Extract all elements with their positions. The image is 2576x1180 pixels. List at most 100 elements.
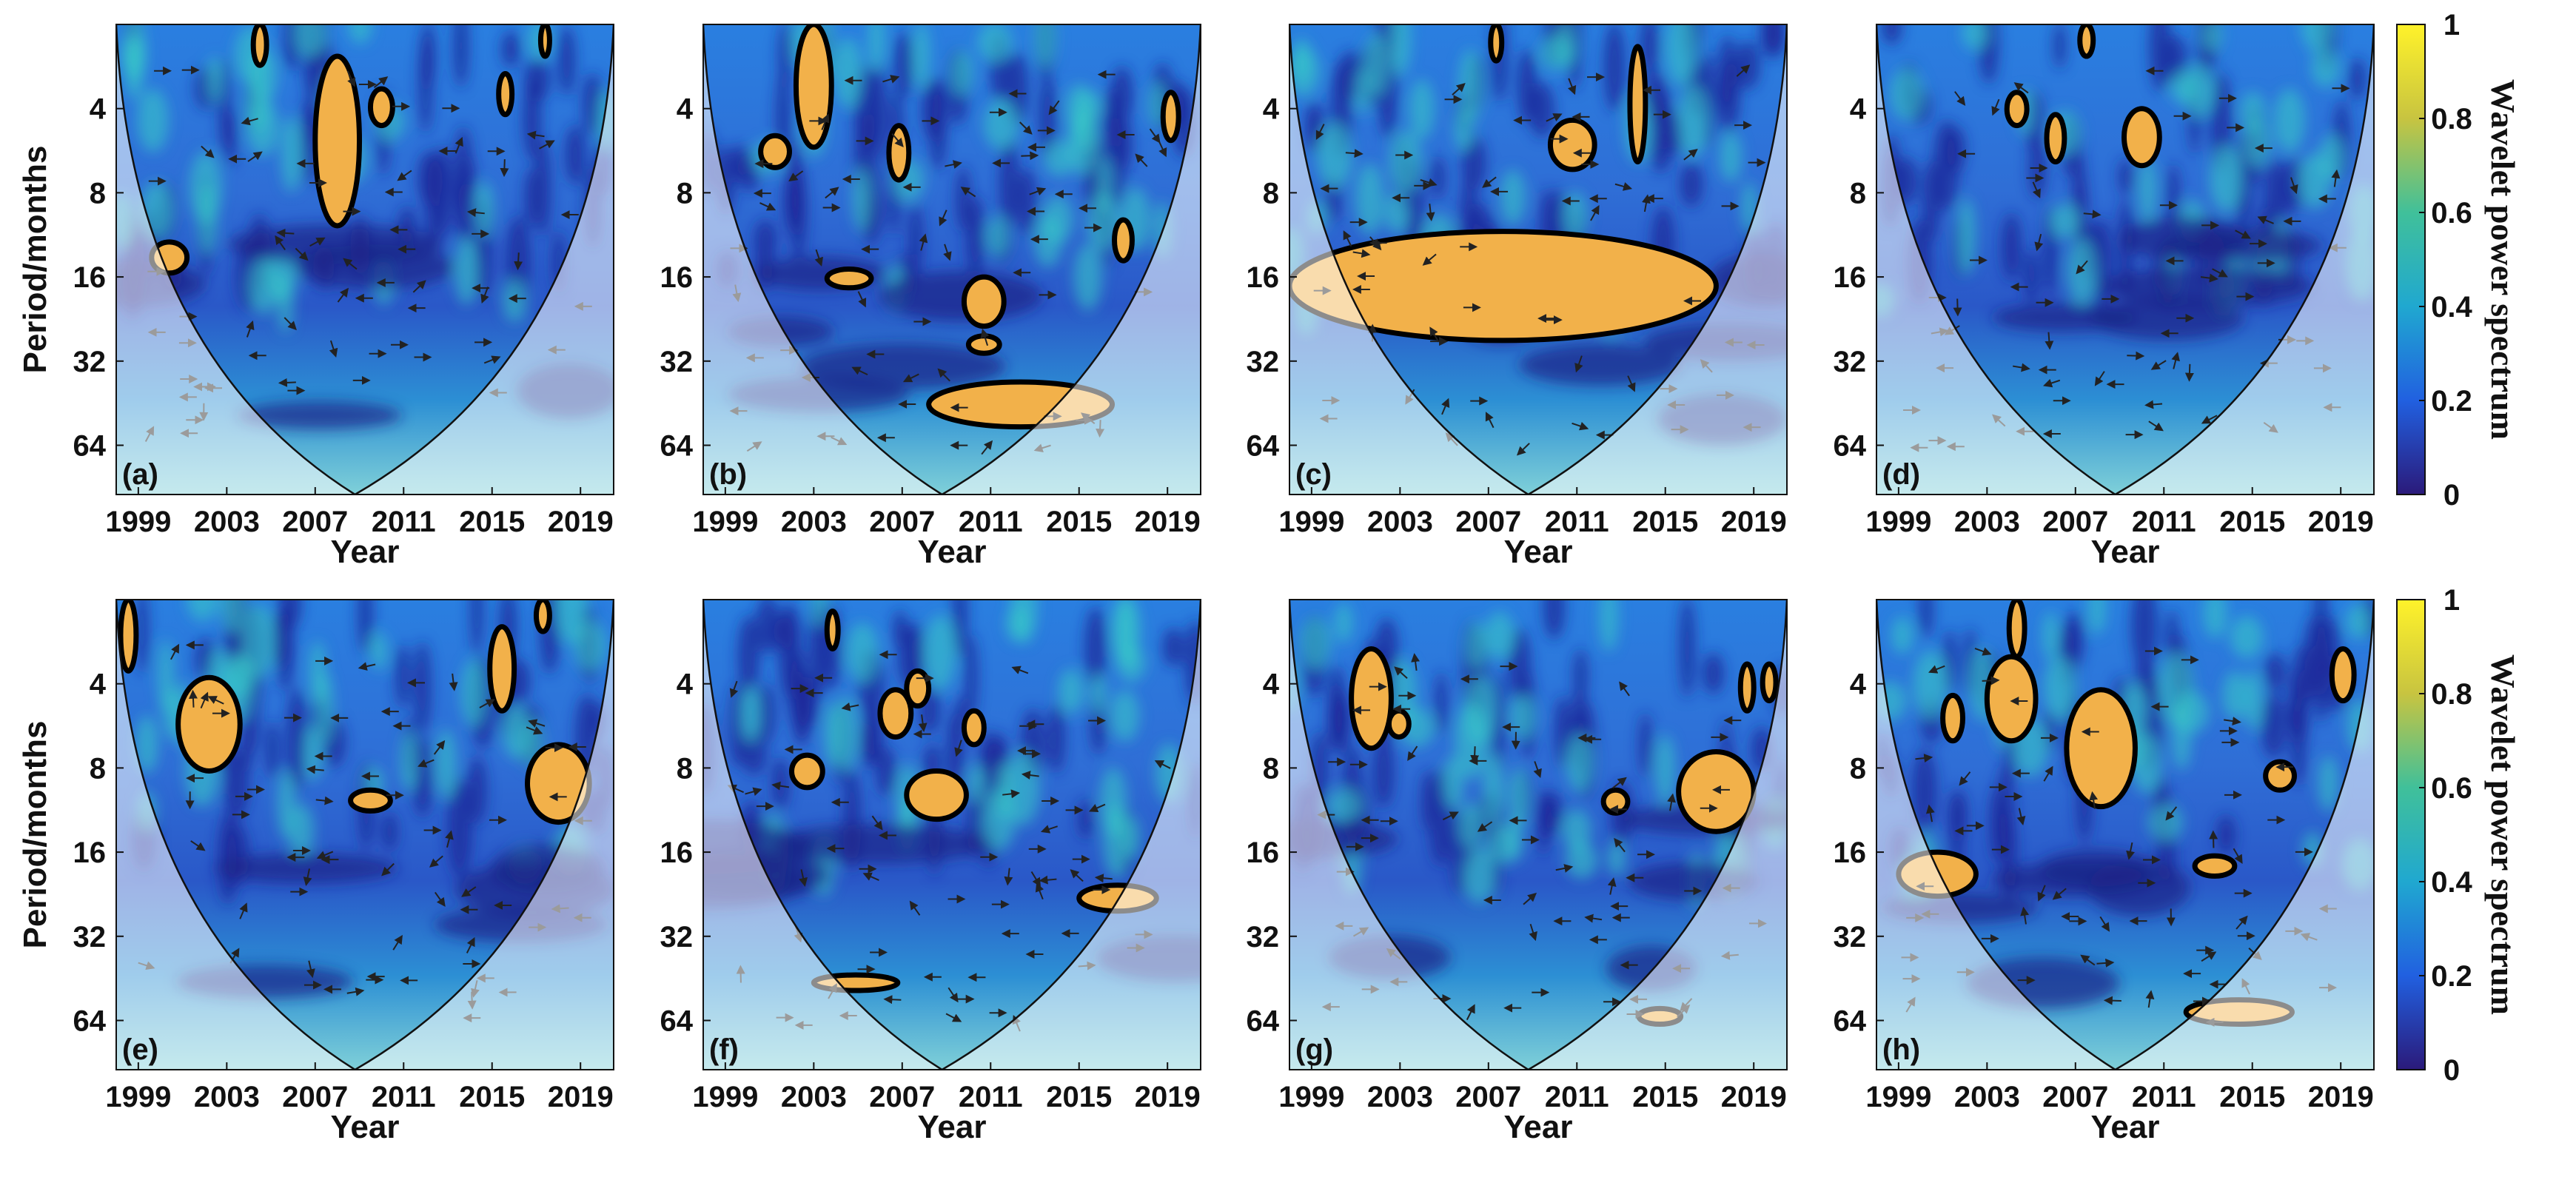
phase-arrow — [500, 159, 509, 178]
phase-arrow — [1683, 148, 1698, 161]
panel-label: (c) — [1295, 458, 1332, 491]
significant-region — [1984, 654, 2039, 744]
phase-arrow — [539, 140, 555, 150]
phase-arrow — [1407, 745, 1418, 762]
x-axis-title: Year — [331, 534, 400, 570]
low-power-streak — [1529, 82, 1555, 138]
phase-arrow — [1426, 204, 1435, 222]
x-tick-label: 2007 — [282, 506, 348, 538]
low-power-streak — [1761, 24, 1785, 54]
phase-arrow — [2233, 848, 2243, 864]
phase-arrow — [980, 328, 990, 346]
low-power-streak — [802, 677, 819, 727]
low-power-streak — [1702, 652, 1725, 694]
x-tick-label: 2015 — [459, 1081, 525, 1113]
mid-power-streak — [474, 181, 494, 238]
phase-arrow — [461, 886, 477, 897]
mid-power-streak — [924, 614, 956, 691]
mid-power-streak — [1510, 694, 1537, 739]
mid-power-streak — [1454, 703, 1489, 780]
mid-power-streak — [555, 600, 588, 644]
phase-arrow — [1004, 868, 1013, 886]
x-tick-label: 2007 — [2042, 1081, 2108, 1113]
mid-power-streak — [1509, 767, 1530, 829]
mid-power-streak — [1500, 170, 1526, 226]
x-tick-label: 2019 — [2308, 1081, 2374, 1113]
x-tick-label: 2011 — [959, 506, 1023, 538]
colorbar-tick-label: 0.2 — [2431, 960, 2472, 993]
significant-region — [1940, 692, 1965, 744]
phase-arrow — [1627, 375, 1636, 392]
mid-power-streak — [2244, 669, 2263, 731]
significant-region — [2044, 112, 2067, 165]
phase-arrow — [381, 862, 395, 876]
low-power-streak — [755, 684, 776, 743]
phase-arrow — [2200, 273, 2218, 283]
phase-arrow — [883, 995, 902, 1005]
significant-region — [487, 624, 517, 714]
phase-arrow — [1982, 676, 2000, 685]
y-tick-label: 8 — [90, 177, 106, 209]
phase-arrow — [1974, 647, 1992, 656]
low-power-streak — [965, 634, 978, 719]
low-power-streak — [2264, 652, 2287, 692]
mid-power-streak — [460, 659, 486, 727]
mid-power-streak — [1389, 130, 1423, 194]
phase-arrow — [480, 286, 489, 304]
y-tick-label: 16 — [660, 837, 694, 869]
phase-arrow — [2209, 830, 2218, 848]
mid-power-streak — [2172, 703, 2191, 771]
mid-power-streak — [189, 151, 222, 224]
mid-power-streak — [295, 24, 327, 58]
low-power-streak — [1039, 74, 1056, 159]
phase-arrow — [343, 258, 358, 270]
colorbar-title: Wavelet power spectrum — [2484, 654, 2522, 1015]
x-tick-label: 2011 — [1545, 506, 1609, 538]
colorbar-tick-label: 0 — [2443, 479, 2460, 512]
mid-power-streak — [1956, 198, 1976, 275]
phase-arrow — [729, 680, 739, 698]
significant-region — [367, 86, 395, 129]
panel-d: 1999 2003 2007 2011 2015 2019 Year 4 8 16 32 64 (d) — [1834, 24, 2375, 570]
low-power-streak — [778, 24, 792, 90]
phase-arrow — [337, 287, 349, 303]
low-power-streak — [756, 600, 780, 654]
phase-arrow — [2235, 229, 2251, 239]
x-tick-label: 2003 — [1954, 506, 2020, 538]
y-tick-label: 16 — [73, 837, 107, 869]
phase-arrow — [1953, 298, 1962, 317]
x-axis-title: Year — [331, 1109, 400, 1145]
low-power-streak — [1573, 648, 1588, 703]
mid-power-streak — [2346, 604, 2372, 640]
low-power-streak — [2053, 24, 2067, 70]
x-tick-label: 2019 — [1135, 506, 1201, 538]
mid-power-streak — [1389, 24, 1411, 76]
panel-plot-area — [116, 24, 614, 495]
x-tick-label: 2015 — [1046, 506, 1112, 538]
phase-arrow — [943, 244, 952, 261]
phase-arrow — [1021, 771, 1039, 780]
phase-arrow — [1429, 326, 1440, 343]
mid-power-streak — [244, 77, 270, 133]
phase-arrow — [1523, 892, 1537, 905]
panel-plot-area — [703, 24, 1201, 495]
significant-region — [1349, 646, 1394, 751]
x-tick-label: 2011 — [372, 1081, 436, 1113]
phase-arrow — [2034, 233, 2044, 252]
panel-label: (b) — [709, 458, 747, 491]
panel-e: 1999 2003 2007 2011 2015 2019 Year 4 8 16 32 64 Peri… — [17, 599, 614, 1145]
colorbar-tick-label: 1 — [2443, 584, 2460, 617]
phase-arrow — [207, 696, 224, 705]
x-tick-label: 2011 — [1545, 1081, 1609, 1113]
low-power-streak — [2118, 158, 2134, 196]
low-power-streak — [1017, 167, 1037, 235]
phase-arrow — [2045, 332, 2054, 350]
phase-arrow — [2235, 915, 2248, 930]
phase-arrow — [1030, 871, 1041, 887]
significant-region — [1547, 117, 1597, 172]
panel-b: 1999 2003 2007 2011 2015 2019 Year 4 8 16 32 64 (b) — [660, 24, 1201, 570]
low-power-band — [1519, 343, 1682, 386]
x-axis-title: Year — [2091, 534, 2160, 570]
phase-arrow — [445, 830, 454, 848]
y-tick-label: 64 — [1834, 429, 1867, 462]
